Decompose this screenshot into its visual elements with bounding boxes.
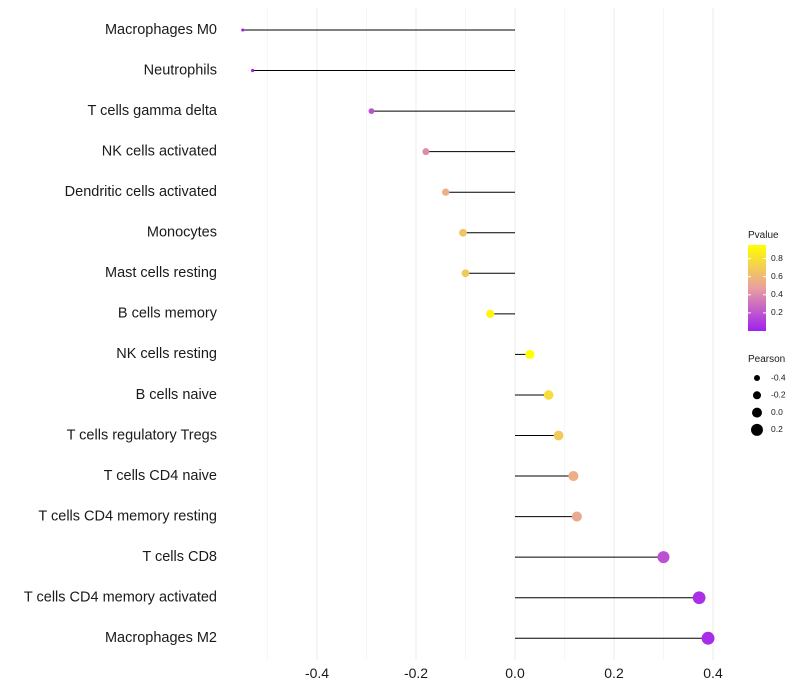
legend-pearson-key — [753, 374, 761, 382]
point-b-cells-memory — [486, 309, 495, 319]
legend-pearson-key — [752, 407, 762, 418]
point-t-cells-cd8 — [657, 551, 670, 564]
x-tick-label: 0.4 — [703, 665, 723, 681]
x-tick-label: 0.0 — [505, 665, 525, 681]
category-label-t-cells-regulatory-tregs: T cells regulatory Tregs — [67, 427, 217, 443]
legend-pvalue-title: Pvalue — [748, 230, 779, 241]
category-label-b-cells-memory: B cells memory — [118, 306, 218, 322]
point-dendritic-cells-activated — [442, 188, 450, 196]
legend-pearson-tick-label: -0.2 — [771, 390, 786, 400]
category-label-t-cells-cd4-memory-resting: T cells CD4 memory resting — [38, 508, 217, 524]
point-t-cells-gamma-delta — [368, 108, 375, 115]
category-label-nk-cells-resting: NK cells resting — [116, 346, 217, 362]
y-axis: Macrophages M0 Neutrophils T cells gamma d… — [24, 22, 218, 646]
legend-pearson-title: Pearson — [748, 354, 785, 365]
category-label-nk-cells-activated: NK cells activated — [102, 143, 217, 159]
category-label-macrophages-m0: Macrophages M0 — [105, 22, 217, 38]
legend-pvalue-tick-label: 0.2 — [771, 307, 783, 317]
legend-pvalue-tick-label: 0.6 — [771, 271, 783, 281]
point-neutrophils — [250, 68, 255, 73]
legend-pearson-key — [752, 391, 762, 400]
point-monocytes — [459, 228, 467, 237]
points — [241, 28, 715, 645]
point-macrophages-m2 — [701, 631, 715, 645]
legend-pearson-tick-label: -0.4 — [771, 372, 786, 382]
legend-pvalue: Pvalue 0.8 0.6 0.4 0.2 — [748, 230, 783, 331]
legend-colorbar — [748, 245, 766, 331]
category-label-b-cells-naive: B cells naive — [136, 387, 217, 403]
point-t-cells-cd4-naive — [568, 471, 579, 482]
point-t-cells-cd4-memory-activated — [692, 591, 706, 605]
x-tick-label: -0.4 — [305, 665, 329, 681]
point-macrophages-m0 — [241, 28, 245, 32]
point-t-cells-regulatory-tregs — [553, 430, 564, 441]
x-axis: -0.4 -0.2 0.0 0.2 0.4 — [305, 665, 723, 681]
legend-pearson-key — [751, 423, 763, 436]
category-label-macrophages-m2: Macrophages M2 — [105, 630, 217, 646]
point-nk-cells-activated — [422, 148, 430, 156]
category-label-monocytes: Monocytes — [147, 225, 217, 241]
point-mast-cells-resting — [461, 269, 470, 278]
legend-pearson-tick-label: 0.0 — [771, 407, 783, 417]
point-nk-cells-resting — [525, 349, 535, 359]
x-tick-label: -0.2 — [404, 665, 428, 681]
category-label-t-cells-cd4-naive: T cells CD4 naive — [104, 468, 217, 484]
legend-pvalue-tick-label: 0.8 — [771, 253, 783, 263]
category-label-mast-cells-resting: Mast cells resting — [105, 265, 217, 281]
category-label-dendritic-cells-activated: Dendritic cells activated — [65, 184, 217, 200]
category-label-neutrophils: Neutrophils — [144, 62, 217, 78]
legend-pearson: Pearson -0.4 -0.2 0.0 0.2 — [748, 354, 786, 436]
legend-pearson-tick-label: 0.2 — [771, 424, 783, 434]
point-b-cells-naive — [543, 390, 554, 400]
category-label-t-cells-gamma-delta: T cells gamma delta — [88, 103, 218, 119]
grid-lines — [267, 8, 714, 660]
legend-pvalue-tick-label: 0.4 — [771, 289, 783, 299]
point-t-cells-cd4-memory-resting — [571, 511, 582, 522]
category-label-t-cells-cd8: T cells CD8 — [142, 549, 217, 565]
category-label-t-cells-cd4-memory-activated: T cells CD4 memory activated — [24, 590, 217, 606]
stems — [242, 29, 709, 639]
x-tick-label: 0.2 — [604, 665, 624, 681]
